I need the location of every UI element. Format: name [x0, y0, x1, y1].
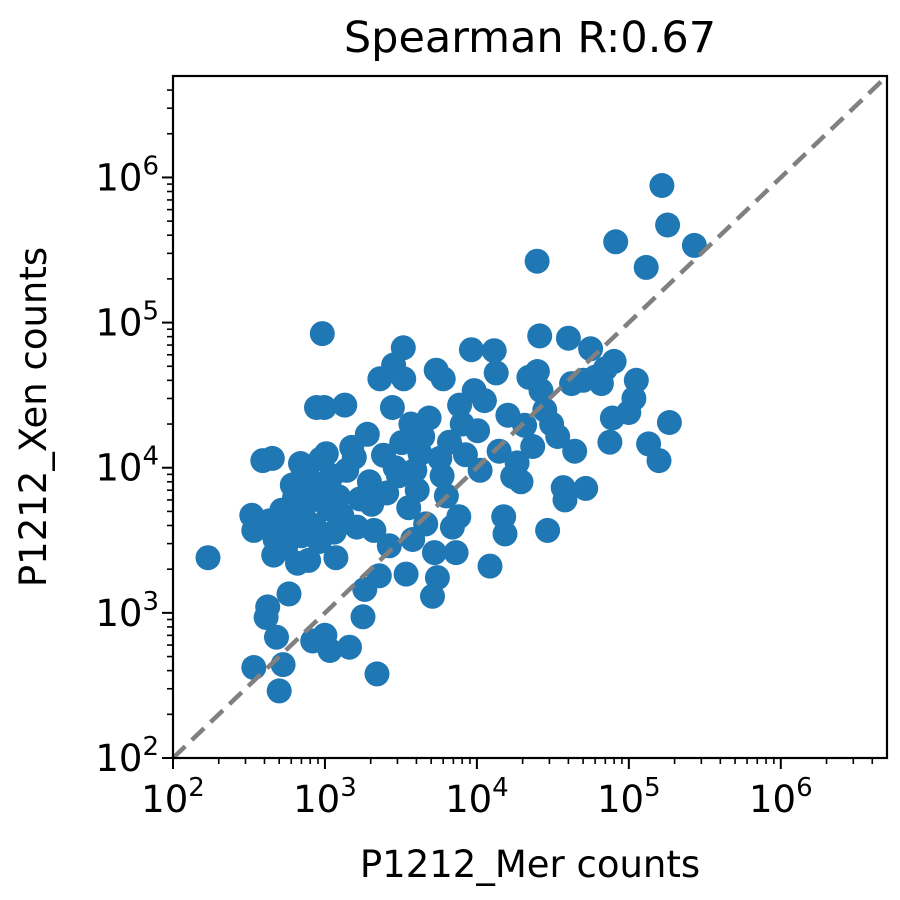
data-point [296, 547, 322, 573]
data-point [391, 366, 417, 392]
data-point [313, 441, 339, 467]
data-point [276, 581, 302, 607]
data-point [264, 624, 289, 650]
data-point [311, 395, 337, 420]
data-point [393, 561, 419, 587]
y-axis-label: P1212_Xen counts [12, 247, 55, 587]
data-point [573, 475, 599, 501]
data-point [337, 634, 362, 660]
data-point [326, 484, 352, 510]
y-tick-label: 103 [95, 587, 159, 635]
data-point [270, 652, 296, 678]
data-point [430, 366, 456, 392]
data-point [524, 359, 550, 384]
data-point [623, 367, 649, 393]
data-point [379, 395, 405, 420]
data-point [655, 212, 681, 238]
data-point [535, 517, 561, 543]
data-point [603, 229, 629, 255]
data-point [597, 429, 623, 455]
data-point [443, 540, 469, 566]
data-point [416, 405, 442, 431]
y-tick-label: 104 [95, 442, 159, 490]
data-point [323, 545, 349, 571]
data-point [259, 445, 285, 471]
data-point [465, 418, 491, 444]
data-point [241, 655, 267, 680]
data-point [429, 463, 455, 489]
x-tick-label: 106 [749, 773, 813, 821]
data-point [520, 434, 546, 459]
data-point [481, 338, 507, 364]
reference-line-y-equals-x [171, 74, 889, 760]
data-point [508, 469, 534, 495]
x-tick-label: 105 [597, 773, 661, 821]
data-point [555, 325, 581, 351]
data-point [413, 511, 439, 537]
data-point [552, 487, 578, 513]
plot-area-frame [171, 74, 889, 760]
data-point [524, 248, 550, 274]
data-point [477, 553, 503, 579]
y-tick-label: 105 [95, 297, 159, 345]
data-point [332, 392, 358, 418]
data-point [420, 583, 445, 609]
data-point [512, 412, 538, 438]
data-point [633, 254, 659, 280]
data-point [446, 504, 472, 530]
data-point [467, 457, 493, 483]
data-point [545, 424, 571, 449]
data-points [195, 173, 707, 704]
data-point [646, 448, 672, 474]
data-point [364, 661, 390, 687]
data-point [354, 421, 380, 447]
data-point [309, 321, 335, 347]
data-point [504, 450, 530, 476]
x-tick-label: 102 [141, 773, 205, 821]
x-tick-label: 104 [445, 773, 509, 821]
data-point [404, 477, 430, 503]
data-point [376, 533, 402, 559]
data-point [656, 410, 682, 435]
data-point [317, 638, 343, 663]
data-point [266, 678, 292, 704]
data-point [492, 521, 518, 547]
data-point [452, 442, 478, 468]
data-point [255, 594, 281, 620]
data-point [562, 438, 588, 464]
data-point [471, 388, 497, 414]
data-point [649, 173, 675, 198]
data-point [527, 323, 553, 349]
x-tick-label: 103 [293, 773, 357, 821]
data-point [483, 360, 509, 386]
data-point [486, 438, 512, 464]
y-tick-label: 106 [95, 151, 159, 199]
chart-title: Spearman R:0.67 [344, 13, 716, 63]
data-point [350, 604, 376, 630]
data-point [389, 430, 415, 456]
data-point [601, 348, 627, 374]
data-point [361, 517, 387, 543]
x-axis-label: P1212_Mer counts [360, 843, 700, 886]
data-point [621, 386, 647, 411]
data-point [424, 565, 450, 591]
data-point [390, 335, 416, 361]
data-point [528, 378, 554, 404]
data-point [421, 540, 447, 566]
y-tick-label: 102 [95, 732, 159, 780]
data-point [458, 337, 484, 363]
data-point [341, 444, 367, 470]
data-point [195, 545, 221, 571]
